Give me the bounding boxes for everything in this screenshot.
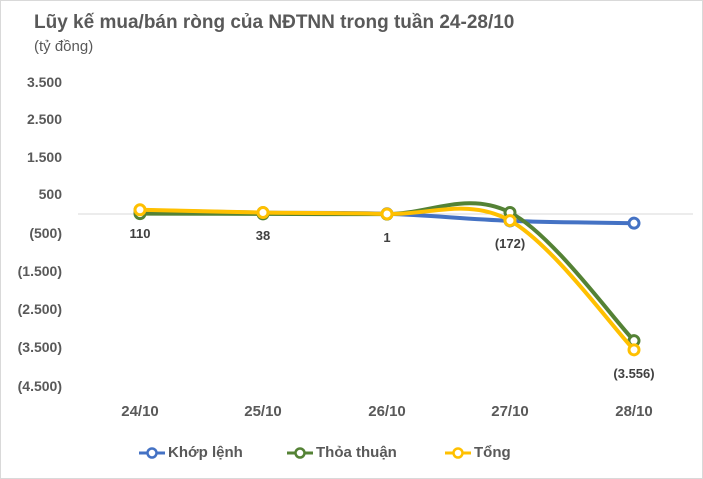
chart-subtitle: (tỷ đồng) (34, 38, 94, 55)
series-1 (133, 201, 641, 348)
x-tick: 25/10 (244, 403, 282, 420)
x-tick: 26/10 (368, 403, 406, 420)
data-point-marker (256, 206, 270, 220)
y-tick: (2.500) (17, 301, 62, 317)
data-point-marker (380, 207, 394, 221)
line-marker-icon (445, 446, 471, 459)
y-tick: (3.500) (17, 339, 62, 355)
line-marker-icon (139, 446, 165, 459)
data-point-marker (133, 203, 147, 217)
legend-label: Tổng (474, 444, 511, 461)
y-tick: (4.500) (17, 378, 62, 394)
data-label: 38 (255, 228, 271, 243)
series-2 (133, 203, 641, 357)
legend: Khớp lệnh Thỏa thuận Tổng (0, 444, 703, 468)
legend-item-thoa-thuan[interactable]: Thỏa thuận (286, 444, 397, 461)
chart-title: Lũy kế mua/bán ròng của NĐTNN trong tuần… (34, 12, 515, 33)
data-label: (3.556) (613, 366, 655, 381)
y-tick: (1.500) (17, 263, 62, 279)
y-tick: 500 (38, 186, 62, 202)
data-label: (172) (494, 236, 526, 251)
y-tick: (500) (29, 225, 62, 241)
y-tick: 1.500 (26, 149, 62, 165)
data-point-marker (627, 343, 641, 357)
x-tick: 24/10 (121, 403, 159, 420)
legend-item-khop-lenh[interactable]: Khớp lệnh (138, 444, 243, 461)
y-tick: 2.500 (26, 111, 62, 127)
legend-item-tong[interactable]: Tổng (444, 444, 511, 461)
data-label: 110 (129, 226, 151, 241)
y-tick: 3.500 (26, 74, 62, 90)
data-label: 1 (383, 230, 391, 245)
data-point-marker (503, 214, 517, 228)
legend-label: Thỏa thuận (316, 444, 397, 461)
line-marker-icon (287, 446, 313, 459)
data-point-marker (627, 216, 641, 230)
legend-label: Khớp lệnh (168, 444, 243, 461)
x-tick: 27/10 (491, 403, 529, 420)
x-tick: 28/10 (615, 403, 653, 420)
